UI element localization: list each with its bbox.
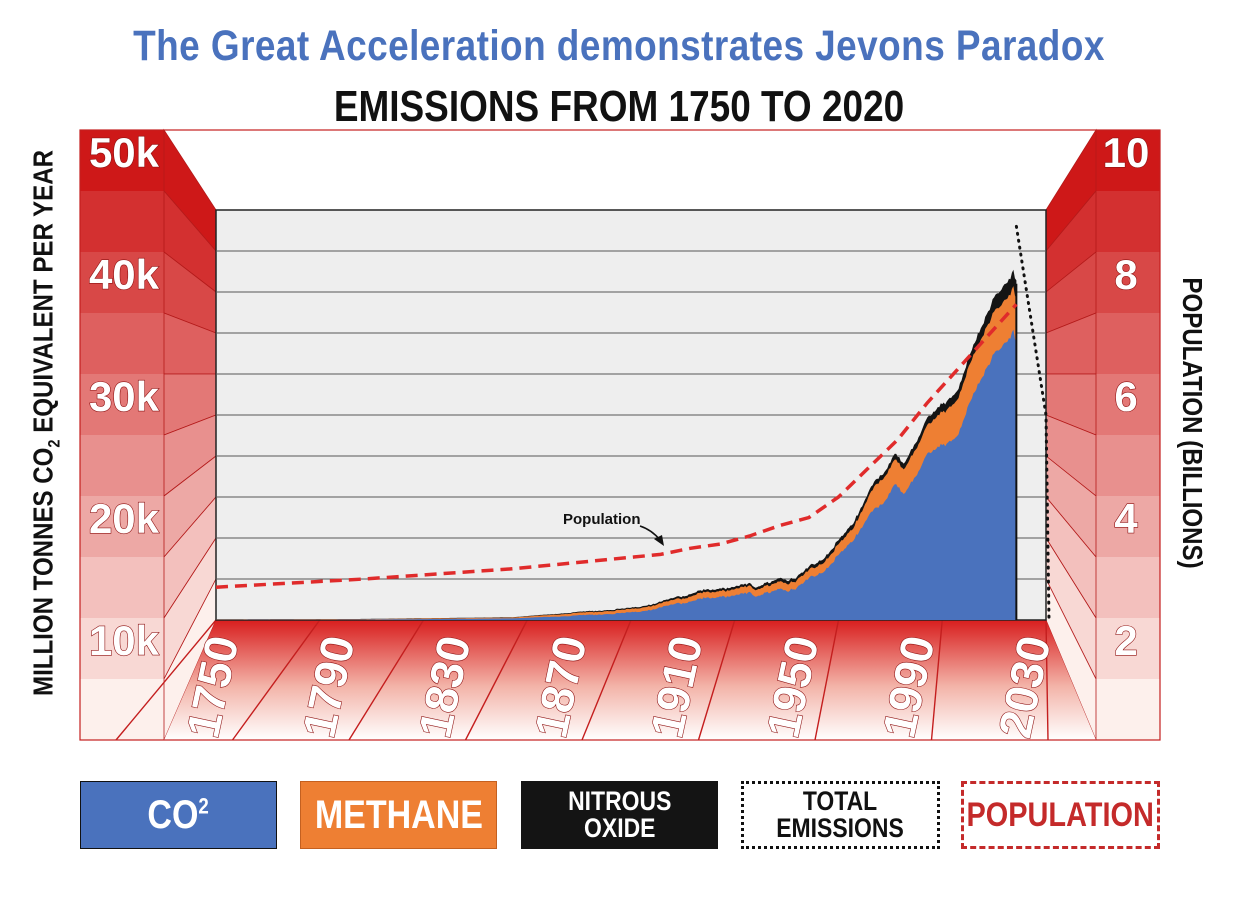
- population-line: [215, 303, 1018, 589]
- right-band: [1096, 679, 1160, 741]
- y-left-tick-label: 10k: [89, 617, 160, 664]
- y-left-tick-label: 50k: [89, 129, 160, 176]
- floor-line: [930, 619, 943, 741]
- left-band: [80, 679, 164, 741]
- left-band: [80, 313, 164, 375]
- right-band: [1096, 374, 1160, 436]
- annotation-arrowhead: [654, 535, 664, 546]
- right-band: [1096, 130, 1160, 192]
- legend-total-emissions: TOTAL EMISSIONS: [741, 781, 940, 849]
- right-band: [1096, 252, 1160, 314]
- y-right-tick-label: 6: [1114, 373, 1137, 420]
- floor-line: [697, 619, 736, 741]
- legend-population-label: POPULATION: [966, 796, 1155, 834]
- population-annotation: Population: [563, 511, 641, 528]
- floor-line: [1045, 619, 1049, 741]
- floor-line: [464, 619, 528, 741]
- total-emissions-line: [1014, 224, 1051, 622]
- chart-title: The Great Acceleration demonstrates Jevo…: [133, 22, 1105, 70]
- right-band: [1096, 191, 1160, 253]
- left-band: [80, 252, 164, 314]
- legend-population: POPULATION: [961, 781, 1160, 849]
- outer-frame: [79, 129, 1161, 741]
- legend-co2: CO2: [80, 781, 277, 849]
- y-axis-right-label: POPULATION (BILLIONS): [1177, 277, 1208, 569]
- left-band: [80, 435, 164, 497]
- y-left-tick-label: 20k: [89, 495, 160, 542]
- co2-area: [216, 329, 1017, 620]
- left-band: [80, 130, 164, 192]
- y-axis-left-label: MILLION TONNES CO2 EQUIVALENT PER YEAR: [27, 150, 64, 696]
- legend-nitrous-label: NITROUS OXIDE: [567, 786, 672, 843]
- floor-line: [115, 619, 217, 741]
- y-left-tick-label: 30k: [89, 373, 160, 420]
- legend-co2-label: CO: [147, 793, 199, 837]
- right-band: [1096, 435, 1160, 497]
- left-band: [80, 557, 164, 619]
- floor-line: [231, 619, 321, 741]
- legend-total-label: TOTAL EMISSIONS: [776, 786, 905, 843]
- left-band: [80, 618, 164, 680]
- legend-nitrous-oxide: NITROUS OXIDE: [521, 781, 718, 849]
- right-band: [1096, 313, 1160, 375]
- left-band: [80, 191, 164, 253]
- floor-line: [814, 619, 840, 741]
- legend-methane-label: METHANE: [314, 793, 483, 837]
- right-band: [1096, 496, 1160, 558]
- right-band: [1096, 557, 1160, 619]
- left-band: [80, 374, 164, 436]
- floor-line: [348, 619, 425, 741]
- y-left-tick-label: 40k: [89, 251, 160, 298]
- floor: [164, 620, 1096, 740]
- floor-line: [581, 619, 632, 741]
- left-band: [80, 496, 164, 558]
- y-right-tick-label: 10: [1103, 129, 1150, 176]
- legend-methane: METHANE: [300, 781, 497, 849]
- y-right-tick-label: 4: [1114, 495, 1138, 542]
- y-right-tick-label: 8: [1114, 251, 1137, 298]
- right-band: [1096, 618, 1160, 680]
- legend-co2-sup: 2: [198, 793, 210, 819]
- chart-subtitle: EMISSIONS FROM 1750 TO 2020: [333, 82, 905, 131]
- y-right-tick-label: 2: [1114, 617, 1137, 664]
